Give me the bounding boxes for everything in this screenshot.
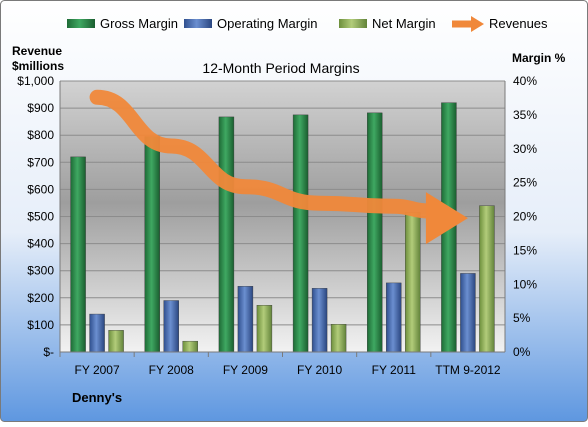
legend-label-operating-margin: Operating Margin <box>217 16 317 31</box>
bar-net-margin-fy-2009 <box>256 305 273 353</box>
bar-operating-margin-fy-2011 <box>386 282 402 353</box>
bar-net-margin-ttm-9-2012 <box>479 205 495 353</box>
right-axis-tick-label: 5% <box>513 311 531 325</box>
left-axis-title-line1: Revenue <box>12 44 62 58</box>
x-axis-label-ttm-9-2012: TTM 9-2012 <box>435 363 501 377</box>
right-axis-tick-label: 15% <box>513 243 537 257</box>
right-axis-title: Margin % <box>512 51 566 65</box>
right-axis-tick-label: 40% <box>513 74 537 88</box>
left-axis-tick-label: $700 <box>27 155 54 169</box>
chart-title: 12-Month Period Margins <box>202 60 359 76</box>
right-axis-tick-label: 10% <box>513 277 537 291</box>
bar-gross-margin-fy-2008 <box>144 136 160 353</box>
left-axis-tick-label: $1,000 <box>17 74 54 88</box>
legend-swatch-net-margin <box>339 19 367 28</box>
left-axis-tick-label: $800 <box>27 128 54 142</box>
bar-operating-margin-fy-2009 <box>237 286 254 353</box>
bar-net-margin-fy-2007 <box>108 330 124 353</box>
bar-operating-margin-fy-2010 <box>311 288 328 353</box>
bar-operating-margin-fy-2008 <box>163 300 179 353</box>
right-axis-tick-label: 20% <box>513 210 537 224</box>
axes: $- $100 $200 $300 $400 $500 $600 $700 $800 $900 $1… <box>17 74 537 377</box>
x-axis-label-fy-2010: FY 2010 <box>297 363 342 377</box>
right-axis-tick-label: 0% <box>513 345 531 359</box>
bar-gross-margin-fy-2009 <box>218 116 235 353</box>
bar-gross-margin-fy-2011 <box>367 112 383 353</box>
x-axis-label-fy-2009: FY 2009 <box>223 363 268 377</box>
legend-label-net-margin: Net Margin <box>372 16 436 31</box>
legend-swatch-revenues <box>452 16 484 32</box>
right-axis-tick-label: 25% <box>513 176 537 190</box>
legend-label-revenues: Revenues <box>489 16 548 31</box>
left-axis-tick-label: $100 <box>27 318 54 332</box>
bar-gross-margin-fy-2010 <box>292 114 309 353</box>
left-axis-tick-label: $900 <box>27 101 54 115</box>
left-axis-title-line2: $millions <box>12 59 64 73</box>
x-axis-label-fy-2007: FY 2007 <box>75 363 120 377</box>
left-axis-tick-label: $- <box>43 345 54 359</box>
legend-label-gross-margin: Gross Margin <box>100 16 178 31</box>
bar-operating-margin-fy-2007 <box>89 313 105 353</box>
bar-net-margin-fy-2008 <box>182 340 198 353</box>
right-axis-tick-label: 35% <box>513 108 537 122</box>
x-axis-label-fy-2011: FY 2011 <box>372 363 417 377</box>
revenue-line <box>89 89 468 245</box>
left-axis-tick-label: $500 <box>27 210 54 224</box>
legend-swatch-gross-margin <box>67 19 95 28</box>
legend-swatch-operating-margin <box>184 19 212 28</box>
left-axis-tick-label: $200 <box>27 291 54 305</box>
bar-net-margin-fy-2011 <box>405 212 421 353</box>
bar-net-margin-fy-2010 <box>330 324 347 353</box>
x-axis-label-fy-2008: FY 2008 <box>149 363 194 377</box>
revenue-arrowhead <box>425 192 468 245</box>
left-axis-tick-label: $300 <box>27 264 54 278</box>
legend: Gross Margin Operating Margin Net Margin… <box>67 16 548 32</box>
bar-operating-margin-ttm-9-2012 <box>460 273 476 353</box>
left-axis-tick-label: $400 <box>27 237 54 251</box>
left-axis-tick-label: $600 <box>27 182 54 196</box>
company-label: Denny's <box>72 390 122 405</box>
bar-gross-margin-fy-2007 <box>70 156 86 353</box>
revenue-line-path <box>89 89 438 219</box>
right-axis-tick-label: 30% <box>513 142 537 156</box>
